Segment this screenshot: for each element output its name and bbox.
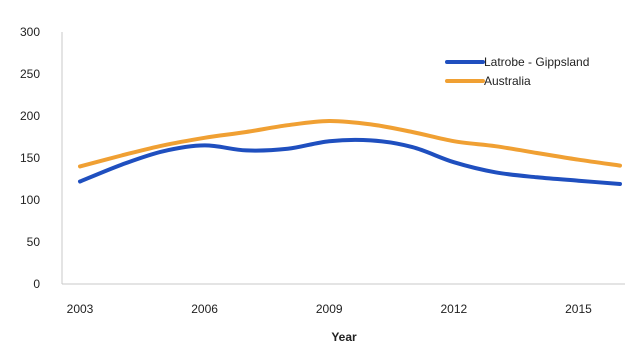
x-tick-label: 2006 (191, 302, 218, 316)
x-tick-label: 2012 (440, 302, 467, 316)
x-axis-label: Year (331, 330, 357, 342)
y-tick-label: 150 (20, 151, 40, 165)
x-tick-label: 2015 (565, 302, 592, 316)
y-tick-label: 50 (27, 235, 41, 249)
y-tick-label: 0 (33, 277, 40, 291)
legend-label-australia: Australia (484, 74, 531, 88)
y-tick-label: 100 (20, 193, 40, 207)
legend: Latrobe - Gippsland Australia (445, 55, 589, 88)
x-tick-label: 2003 (67, 302, 94, 316)
y-tick-label: 250 (20, 67, 40, 81)
series-line-latrobe-gippsland (78, 137, 622, 186)
series-layer (78, 118, 622, 186)
y-tick-label: 300 (20, 25, 40, 39)
series-line-australia (78, 118, 622, 169)
axes-layer: 0 50 100 150 200 250 300 2003 2006 2009 2012 2015 (20, 25, 625, 316)
x-tick-label: 2009 (316, 302, 343, 316)
y-tick-label: 200 (20, 109, 40, 123)
legend-label-latrobe-gippsland: Latrobe - Gippsland (484, 55, 589, 69)
